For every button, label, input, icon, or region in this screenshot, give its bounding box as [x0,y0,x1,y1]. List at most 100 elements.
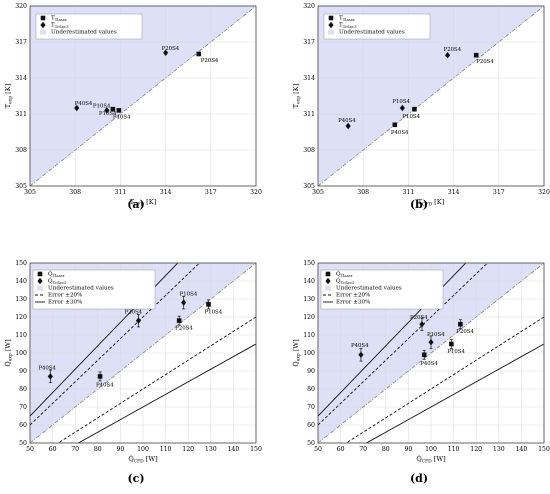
legend-entry-label: Q̇TcSec3 [48,277,67,285]
square-marker [176,318,182,323]
legend-entry-label: Underestimated values [336,286,402,292]
legend-entry-label: TTcSec3 [339,23,357,30]
point-label: P20S4 [175,326,193,332]
diamond-marker [345,122,351,130]
x-tick-label: 50 [26,446,34,453]
x-tick-label: 314 [448,189,460,196]
y-tick-label: 130 [15,296,27,303]
point-label: P10S4 [427,332,445,338]
y-tick-label: 140 [303,278,315,285]
x-tick-label: 90 [116,446,124,453]
y-tick-label: 150 [303,260,315,267]
chart-panel-a: 305 308 311 314 317 320 305 308 311 314 317 320 TCFD… [4,3,262,211]
diamond-marker [47,373,53,380]
x-tick-label: 90 [404,446,412,453]
legend-entry-label: Underestimated values [51,30,117,36]
diamond-marker [419,321,425,328]
legend-entry-label: Underestimated values [339,30,405,36]
y-tick-label: 314 [15,75,27,82]
y-tick-label: 314 [303,75,315,82]
point-label: P20S4 [124,310,142,316]
x-axis-label: TCFD [K] [418,198,445,208]
legend-diamond-marker [325,277,331,285]
reference-line-y-equals-x [29,262,257,444]
y-tick-label: 100 [303,350,315,357]
plot-frame [317,5,545,187]
x-axis-label: Q̇CFD [W] [416,455,445,465]
reference-line-y-equals-x [317,5,545,187]
y-tick-label: 320 [15,3,27,10]
x-tick-label: 80 [382,446,390,453]
legend-diamond-marker [37,277,43,285]
legend-square-marker [37,271,43,277]
square-marker [412,106,417,112]
y-tick-label: 50 [307,440,315,447]
legend-entry-label: Underestimated values [48,286,114,292]
y-tick-label: 308 [303,147,315,154]
diamond-marker [74,104,80,112]
legend-square-marker [40,15,46,21]
legend-square-marker [328,15,334,21]
reference-line-y-equals-x [29,5,257,187]
point-label: P40S4 [38,365,56,371]
point-label: P10S4 [99,111,117,117]
x-tick-label: 311 [402,189,414,196]
x-tick-label: 80 [94,446,102,453]
x-tick-label: 60 [49,446,57,453]
point-label: P10S4 [447,349,465,355]
x-tick-label: 130 [493,446,505,453]
error-20pct-line [318,263,489,426]
point-label: P20S4 [444,47,462,53]
chart-panel-d: 50 60 70 80 90 100 110 120 130 140 150 50 60 70 80 90 10… [292,260,550,485]
legend-entry-label: TTlaser [51,16,67,23]
y-tick-label: 305 [303,183,315,190]
y-tick-label: 311 [303,111,315,118]
square-marker [97,374,103,379]
square-marker [196,51,202,57]
y-tick-label: 140 [15,278,27,285]
point-label: P40S4 [75,101,93,107]
chart-panel-c: 50 60 70 80 90 100 110 120 130 140 150 50 60 70 80 90 10… [4,260,262,485]
x-tick-label: 320 [250,189,262,196]
x-tick-label: 50 [314,446,322,453]
x-tick-label: 311 [114,189,126,196]
square-marker [449,341,454,347]
error-30pct-line [77,343,256,443]
legend-square-marker [325,271,331,277]
y-tick-label: 120 [303,314,315,321]
x-tick-label: 100 [425,446,437,453]
error-20pct-line [30,263,201,426]
y-tick-label: 110 [303,332,315,339]
y-tick-label: 70 [19,404,27,411]
point-label: P20S4 [476,59,494,65]
x-tick-label: 110 [448,446,460,453]
y-tick-label: 80 [19,386,27,393]
y-axis-label: Q̇exp [W] [4,339,14,366]
legend-entry-label: Q̇Tlaser [336,270,353,278]
panel-label: (d) [410,472,428,485]
y-tick-label: 317 [15,39,27,46]
y-tick-label: 130 [303,296,315,303]
x-tick-label: 140 [227,446,239,453]
point-label: P10S4 [205,309,223,315]
y-tick-label: 305 [15,183,27,190]
diamond-marker [358,351,364,358]
legend-underestimated-swatch [37,285,43,291]
square-marker [206,302,211,307]
point-label: P20S4 [456,329,474,335]
point-label: P20S4 [201,58,219,64]
x-tick-label: 120 [470,446,482,453]
plot-frame [317,262,545,444]
x-tick-label: 60 [337,446,345,453]
panel-label: (b) [410,198,428,211]
x-tick-label: 150 [538,446,550,453]
diamond-marker [428,339,434,346]
legend-diamond-marker [40,21,46,29]
legend-entry-label: TTlaser [339,16,355,23]
legend-entry-label: Error ±30% [48,300,82,306]
x-tick-label: 305 [24,189,36,196]
y-tick-label: 150 [15,260,27,267]
y-tick-label: 90 [19,368,27,375]
square-marker [116,108,122,113]
y-axis-label: Q̇exp [W] [292,339,302,366]
